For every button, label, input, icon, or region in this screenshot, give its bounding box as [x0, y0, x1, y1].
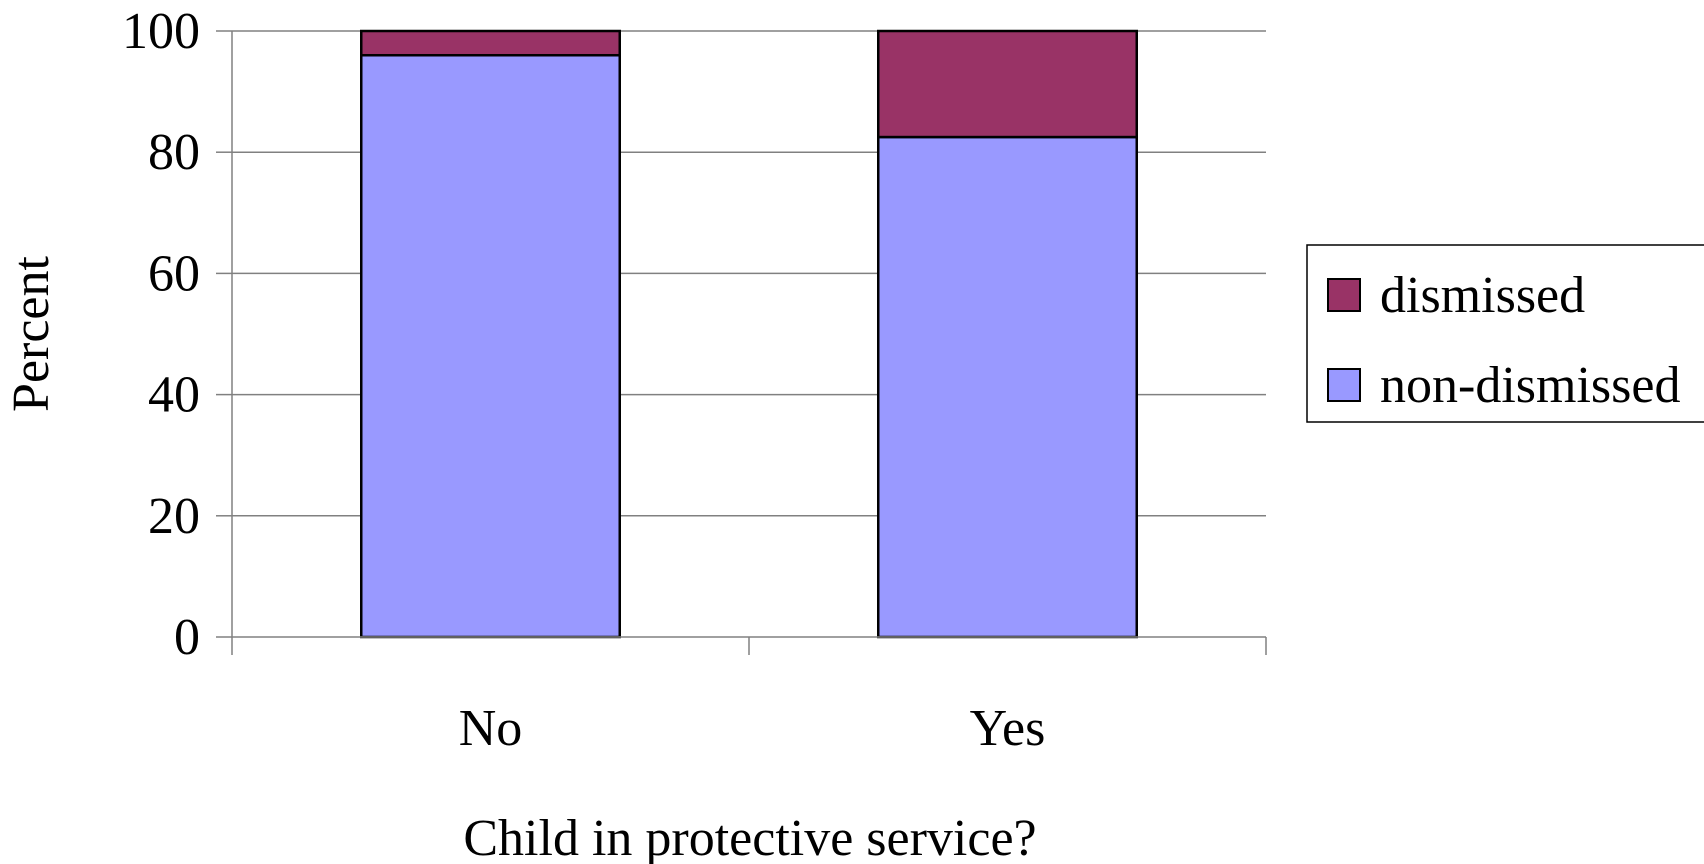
bars — [360, 29, 1138, 639]
legend-frame — [1306, 244, 1704, 423]
x-tick-labels: No Yes — [459, 700, 1046, 757]
y-tick-label: 40 — [148, 367, 200, 424]
y-tick-label: 80 — [148, 124, 200, 181]
y-tick-label: 60 — [148, 245, 200, 302]
legend: dismissed non-dismissed — [1306, 244, 1704, 423]
y-axis-title: Percent — [3, 255, 60, 411]
bar-non-dismissed-yes — [877, 135, 1138, 639]
y-tick-label: 0 — [174, 609, 200, 666]
bar-non-dismissed-no — [360, 53, 621, 639]
y-tick-label: 20 — [148, 488, 200, 545]
y-tick-labels: 0 20 40 60 80 100 — [122, 3, 200, 666]
x-tick-label: No — [459, 700, 523, 757]
legend-swatch-dismissed — [1327, 278, 1361, 312]
legend-label-non-dismissed: non-dismissed — [1380, 357, 1680, 414]
bar-dismissed-no — [360, 29, 621, 57]
x-axis-title: Child in protective service? — [463, 810, 1036, 864]
legend-swatch-non-dismissed — [1327, 368, 1361, 402]
axes — [216, 30, 1267, 655]
x-tick-label: Yes — [970, 700, 1046, 757]
y-tick-label: 100 — [122, 3, 200, 60]
bar-dismissed-yes — [877, 29, 1138, 139]
legend-label-dismissed: dismissed — [1380, 267, 1585, 324]
